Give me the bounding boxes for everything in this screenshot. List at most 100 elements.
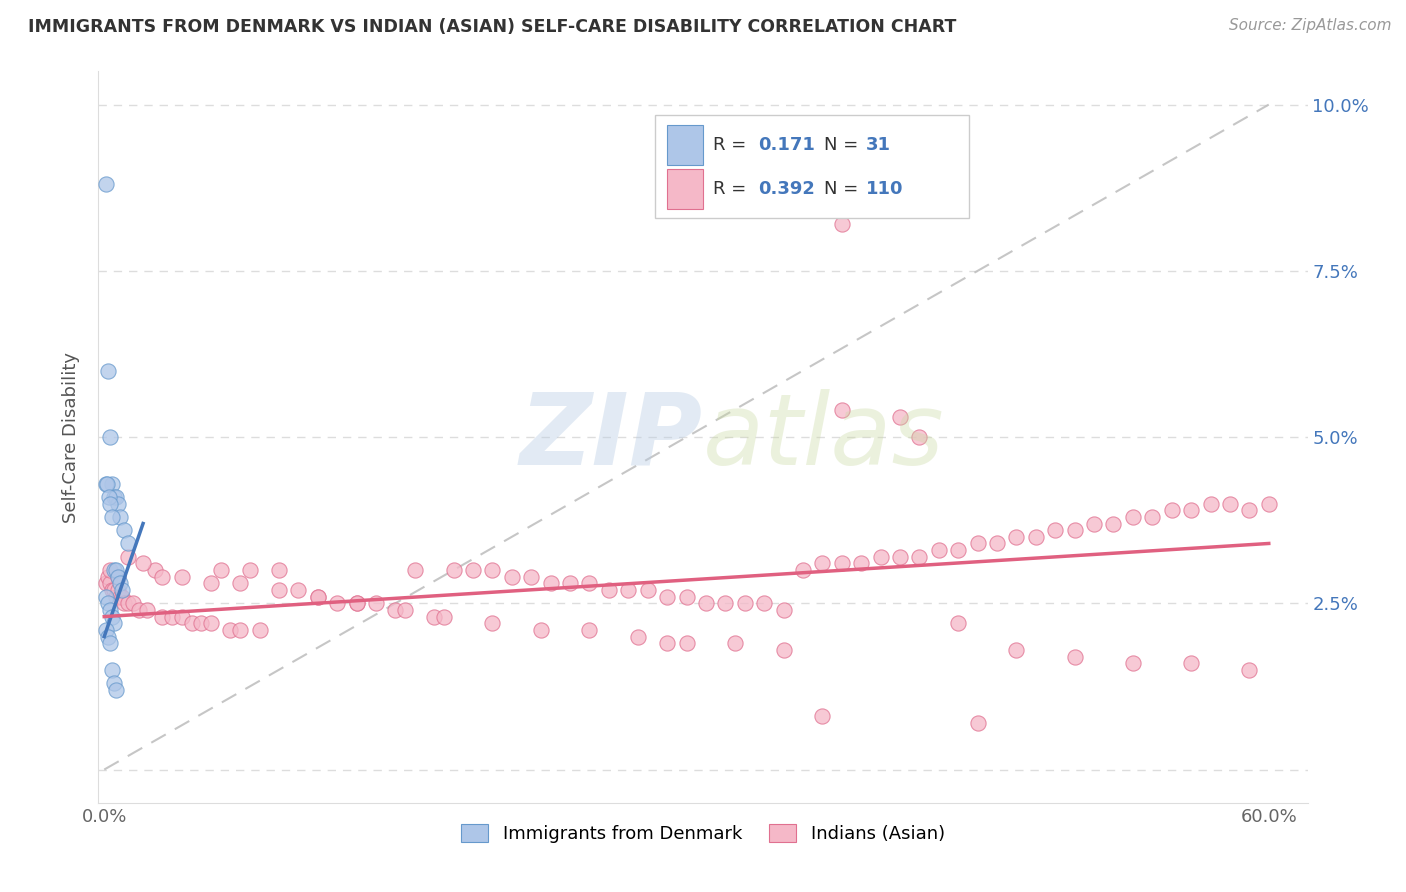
Point (107, 582, 129, 597)
Point (530, 623, 553, 637)
Point (101, 476, 124, 491)
Point (752, 596, 775, 610)
Point (128, 603, 150, 617)
Point (1239, 503, 1261, 517)
Point (117, 536, 139, 550)
Point (103, 490, 125, 504)
Point (627, 630, 650, 644)
Point (96, 178, 118, 192)
Point (229, 623, 252, 637)
Point (101, 663, 124, 677)
Text: 31: 31 (866, 136, 891, 153)
Point (200, 616, 222, 631)
Point (96, 623, 118, 637)
Point (928, 543, 950, 558)
Point (461, 563, 484, 577)
Point (267, 582, 290, 597)
Point (108, 590, 131, 604)
Point (143, 563, 166, 577)
Text: N =: N = (824, 180, 863, 198)
Point (107, 497, 129, 511)
Text: N =: N = (824, 136, 863, 153)
Point (98, 490, 121, 504)
Point (1219, 497, 1241, 511)
Point (617, 582, 640, 597)
Point (152, 570, 174, 584)
Point (98, 603, 121, 617)
Point (152, 609, 174, 624)
FancyBboxPatch shape (666, 125, 703, 165)
Point (501, 570, 523, 584)
Point (695, 596, 717, 610)
Text: atlas: atlas (703, 389, 945, 485)
Point (190, 616, 212, 631)
Point (889, 410, 911, 425)
Text: 0.171: 0.171 (759, 136, 815, 153)
Text: ZIP: ZIP (520, 389, 703, 485)
Point (851, 557, 873, 571)
Point (831, 403, 853, 417)
Point (869, 549, 891, 564)
Point (433, 609, 456, 624)
Point (1257, 497, 1279, 511)
Point (481, 616, 503, 631)
Point (103, 616, 125, 631)
Point (908, 430, 931, 444)
Point (108, 509, 131, 524)
Point (104, 590, 127, 604)
Point (98, 497, 121, 511)
FancyBboxPatch shape (655, 115, 969, 218)
Point (1083, 516, 1105, 531)
Point (101, 509, 124, 524)
Point (170, 609, 193, 624)
Point (966, 716, 988, 731)
Point (200, 576, 222, 591)
Point (97, 630, 120, 644)
Point (117, 596, 139, 610)
Point (675, 590, 697, 604)
Point (117, 549, 139, 564)
Point (637, 582, 659, 597)
Point (96, 476, 118, 491)
Point (724, 636, 747, 650)
Point (101, 609, 124, 624)
Point (104, 563, 127, 577)
Point (108, 576, 131, 591)
Point (136, 603, 159, 617)
Point (97, 363, 120, 377)
Point (364, 596, 387, 610)
Text: R =: R = (713, 136, 752, 153)
Point (1005, 643, 1028, 657)
Point (1122, 656, 1144, 670)
Point (160, 609, 183, 624)
Point (1199, 497, 1222, 511)
Point (104, 490, 127, 504)
Point (540, 576, 562, 591)
Point (346, 596, 368, 610)
Point (948, 543, 970, 558)
Point (831, 557, 853, 571)
Point (714, 596, 737, 610)
Point (792, 563, 814, 577)
Point (112, 523, 135, 537)
Point (96, 590, 118, 604)
Point (103, 582, 125, 597)
Point (1025, 530, 1047, 544)
Point (948, 616, 970, 631)
Point (229, 576, 252, 591)
Point (443, 563, 465, 577)
Point (180, 616, 202, 631)
Point (578, 623, 600, 637)
Point (103, 676, 125, 690)
Point (423, 609, 446, 624)
Point (675, 636, 697, 650)
Point (811, 709, 834, 723)
Point (772, 603, 794, 617)
Point (1045, 523, 1067, 537)
Point (98, 636, 121, 650)
Point (346, 596, 368, 610)
Point (384, 603, 406, 617)
Text: R =: R = (713, 180, 752, 198)
Point (1239, 663, 1261, 677)
Point (96, 576, 118, 591)
